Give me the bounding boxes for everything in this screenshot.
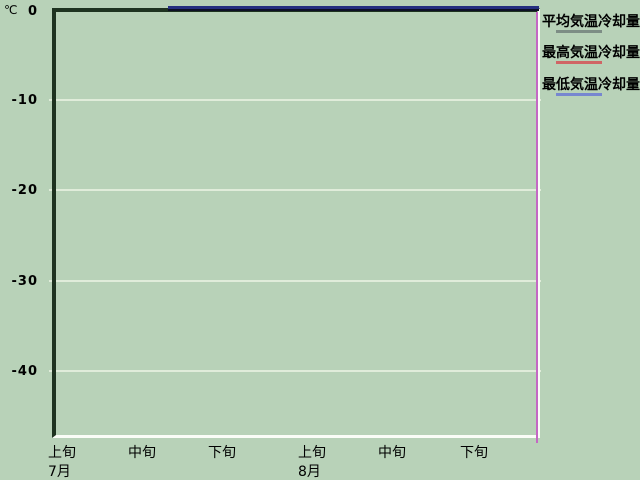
gridline-minus10 — [49, 99, 541, 101]
legend-label-average: 平均気温冷却量 — [542, 14, 640, 30]
x-tick-aug-mid: 中旬 — [378, 445, 406, 461]
x-tick-jul-mid: 中旬 — [128, 445, 156, 461]
month-label-july: 7月 — [48, 464, 71, 480]
y-tick-label-0: 0 — [27, 4, 38, 19]
x-tick-jul-early: 上旬 — [48, 445, 76, 461]
legend-color-line-min — [556, 93, 602, 96]
x-tick-aug-late: 下旬 — [460, 445, 488, 461]
x-tick-aug-early: 上旬 — [298, 445, 326, 461]
y-tick-label-40: -40 — [11, 364, 38, 379]
gridline-minus30 — [49, 280, 541, 282]
legend-color-line-max — [556, 61, 602, 64]
y-tick-label-30: -30 — [11, 274, 38, 289]
legend-item-min: 最低気温冷却量 — [542, 74, 640, 100]
legend-label-max: 最高気温冷却量 — [542, 45, 640, 61]
zero-value-data-line — [168, 6, 539, 11]
y-axis-unit-label: ℃ — [4, 3, 18, 17]
y-tick-label-10: -10 — [11, 93, 38, 108]
y-tick-label-20: -20 — [11, 183, 38, 198]
legend-color-line-average — [556, 30, 602, 33]
gridline-minus40 — [49, 370, 541, 372]
gridline-minus20 — [49, 189, 541, 191]
x-tick-jul-late: 下旬 — [208, 445, 236, 461]
current-position-marker-line — [536, 12, 538, 443]
plot-area — [52, 8, 540, 438]
legend-label-min: 最低気温冷却量 — [542, 77, 640, 93]
legend-item-max: 最高気温冷却量 — [542, 42, 640, 68]
legend-item-average: 平均気温冷却量 — [542, 11, 640, 37]
month-label-august: 8月 — [298, 464, 321, 480]
